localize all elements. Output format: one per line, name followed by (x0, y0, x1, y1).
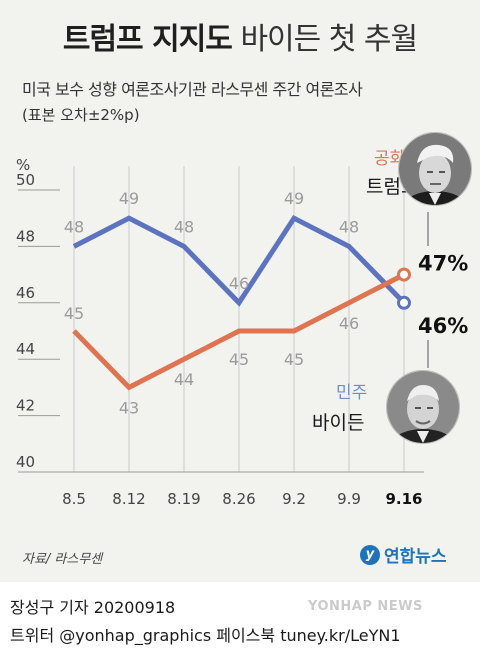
data-label-trump: 49 (119, 189, 139, 208)
x-tick-label: 8.12 (112, 490, 145, 508)
y-tick-label: 40 (16, 453, 35, 471)
infographic-panel: 트럼프 지지도 바이든 첫 추월 미국 보수 성향 여론조사기관 라스무센 주간… (0, 0, 480, 582)
x-tick-label: 8.19 (167, 490, 200, 508)
line-chart: 40 42 44 46 48 50% 8.5 8.12 8.19 8.26 9.2 9.9 9.16 48… (16, 156, 468, 508)
biden-portrait (386, 370, 460, 444)
trump-party-label: 공화 (374, 149, 406, 169)
x-tick-label: 9.16 (385, 490, 422, 508)
chart-title: 트럼프 지지도 바이든 첫 추월 (0, 14, 480, 58)
x-tick-label: 9.2 (282, 490, 306, 508)
data-label-biden: 45 (284, 350, 304, 369)
biden-portrait-image (387, 371, 459, 443)
x-tick-label: 8.5 (62, 490, 86, 508)
data-label-biden: 45 (64, 304, 84, 323)
data-label-trump: 48 (339, 217, 359, 236)
y-tick-label: 50 (16, 171, 35, 189)
data-label-biden: 44 (174, 370, 194, 389)
yonhap-logo: y 연합뉴스 (360, 542, 447, 567)
byline: 장성구 기자 20200918 (10, 598, 176, 617)
series-line-biden (72, 272, 406, 391)
data-label-trump: 48 (64, 217, 84, 236)
end-marker-trump (397, 295, 411, 310)
trump-portrait-image (399, 133, 471, 205)
chart-subtitle: 미국 보수 성향 여론조사기관 라스무센 주간 여론조사 (22, 80, 363, 99)
yonhap-logo-icon: y (360, 544, 380, 565)
data-label-biden: 43 (119, 398, 139, 417)
watermark: YONHAP NEWS (308, 599, 423, 614)
title-bold: 트럼프 지지도 (62, 22, 233, 57)
x-tick-label: 8.26 (222, 490, 255, 508)
yonhap-logo-text: 연합뉴스 (384, 547, 447, 567)
margin-of-error-note: (표본 오차±2%p) (22, 106, 140, 124)
trump-portrait (398, 132, 472, 206)
social-links: 트위터 @yonhap_graphics 페이스북 tuney.kr/LeYN1 (10, 626, 401, 645)
biden-party-label: 민주 (336, 383, 368, 403)
latest-value-biden: 47% (418, 252, 468, 276)
x-tick-label: 9.9 (337, 490, 361, 508)
data-label-trump: 48 (174, 217, 194, 236)
title-light: 바이든 첫 추월 (240, 22, 418, 57)
y-axis-label: % (16, 156, 30, 174)
series-line-trump (72, 214, 406, 307)
y-tick-label: 48 (16, 227, 35, 245)
latest-value-trump: 46% (418, 314, 468, 338)
y-tick-label: 46 (16, 284, 35, 302)
source-note: 자료/ 라스무센 (22, 552, 103, 567)
data-label-biden: 46 (339, 314, 359, 333)
y-tick-label: 44 (16, 340, 35, 358)
data-label-biden: 45 (229, 350, 249, 369)
end-marker-biden (397, 267, 411, 282)
biden-name-label: 바이든 (312, 412, 365, 434)
data-label-trump: 49 (284, 189, 304, 208)
data-label-trump: 46 (229, 274, 249, 293)
y-tick-label: 42 (16, 397, 35, 415)
